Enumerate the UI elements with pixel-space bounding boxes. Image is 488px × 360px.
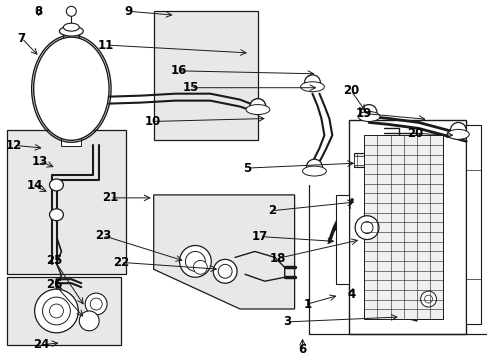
Ellipse shape: [304, 75, 320, 91]
Text: 18: 18: [269, 252, 285, 265]
Text: 17: 17: [251, 230, 267, 243]
Text: 20: 20: [343, 84, 359, 97]
Text: 19: 19: [355, 107, 371, 120]
Text: 15: 15: [182, 81, 198, 94]
Ellipse shape: [42, 297, 70, 325]
Text: 14: 14: [26, 179, 43, 193]
Bar: [336, 195, 348, 284]
Bar: [364, 135, 443, 319]
Ellipse shape: [60, 26, 83, 36]
Ellipse shape: [424, 295, 432, 303]
Bar: [7, 277, 121, 345]
Text: 12: 12: [6, 139, 22, 152]
Text: 4: 4: [346, 288, 355, 301]
Ellipse shape: [66, 6, 76, 16]
Bar: [7, 130, 126, 274]
Ellipse shape: [360, 105, 376, 121]
Text: 3: 3: [283, 315, 291, 328]
Text: 24: 24: [33, 338, 50, 351]
Ellipse shape: [34, 37, 109, 140]
Ellipse shape: [90, 298, 102, 310]
Ellipse shape: [49, 179, 63, 191]
Polygon shape: [153, 195, 294, 309]
Ellipse shape: [449, 122, 466, 138]
Text: 6: 6: [298, 343, 306, 356]
Bar: [153, 11, 257, 140]
Ellipse shape: [49, 209, 63, 221]
Ellipse shape: [63, 23, 79, 31]
Bar: [353, 153, 418, 167]
Ellipse shape: [306, 159, 322, 175]
Bar: [61, 138, 81, 146]
Bar: [466, 125, 480, 324]
Text: 2: 2: [267, 204, 275, 217]
Text: 7: 7: [18, 32, 26, 45]
Text: 20: 20: [407, 127, 423, 140]
Ellipse shape: [85, 293, 107, 315]
Ellipse shape: [49, 304, 63, 318]
Ellipse shape: [420, 291, 436, 307]
Ellipse shape: [245, 105, 269, 114]
Text: 26: 26: [46, 278, 62, 291]
Bar: [63, 35, 79, 43]
Text: 11: 11: [98, 39, 114, 51]
Ellipse shape: [193, 260, 207, 274]
Text: 10: 10: [144, 115, 161, 128]
Polygon shape: [388, 307, 418, 321]
Ellipse shape: [302, 166, 325, 176]
Text: 25: 25: [46, 254, 62, 267]
Text: 21: 21: [102, 192, 118, 204]
Ellipse shape: [213, 260, 237, 283]
Text: 13: 13: [31, 155, 48, 168]
Ellipse shape: [185, 251, 205, 271]
Text: 5: 5: [243, 162, 251, 175]
Ellipse shape: [249, 99, 265, 114]
Ellipse shape: [79, 311, 99, 331]
Ellipse shape: [354, 216, 378, 239]
Text: 23: 23: [95, 229, 111, 242]
Text: 9: 9: [124, 5, 133, 18]
Ellipse shape: [179, 246, 211, 277]
Ellipse shape: [218, 264, 232, 278]
Bar: [353, 156, 418, 165]
Ellipse shape: [357, 112, 379, 121]
Text: 22: 22: [113, 256, 129, 269]
Ellipse shape: [447, 129, 468, 139]
Text: 16: 16: [170, 64, 186, 77]
Text: 1: 1: [303, 297, 311, 311]
Ellipse shape: [300, 82, 324, 92]
Ellipse shape: [360, 222, 372, 234]
Text: 8: 8: [35, 5, 42, 18]
Bar: [348, 121, 466, 334]
Ellipse shape: [35, 289, 78, 333]
